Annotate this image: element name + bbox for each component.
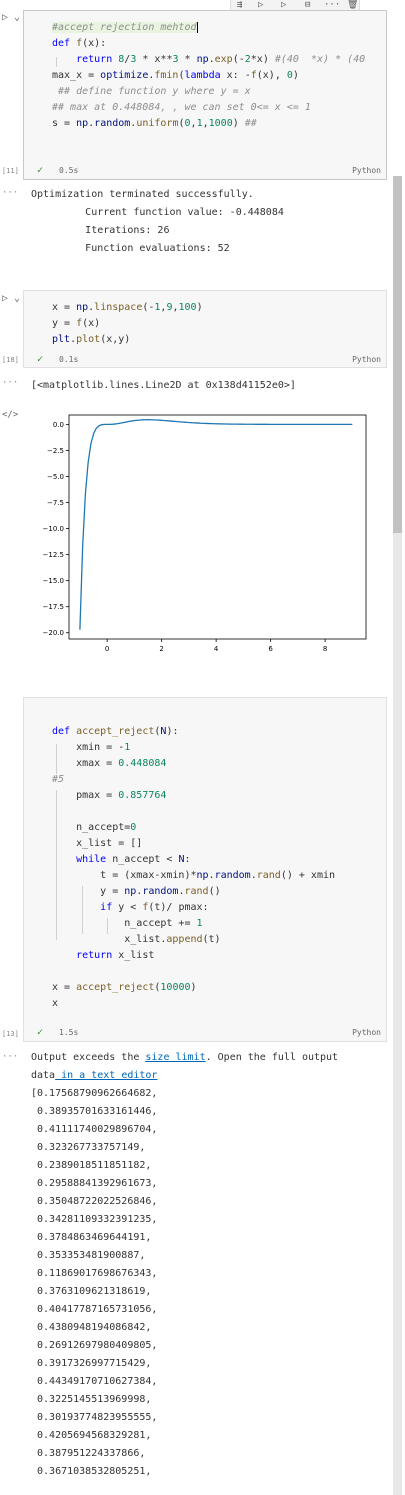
y-tick-label: −12.5	[43, 551, 64, 559]
series-line	[79, 419, 353, 630]
output-value-line: 0.41111740029896704,	[31, 1124, 158, 1135]
split-cell-icon[interactable]: ⊟	[305, 0, 311, 10]
output-line: Function evaluations: 52	[31, 243, 230, 254]
output-value-line: 0.353353481900887,	[31, 1250, 146, 1261]
scrollbar-track[interactable]	[393, 176, 402, 1495]
notice-text: Output exceeds the	[31, 1052, 146, 1063]
execution-time: 0.5s	[59, 166, 79, 175]
more-icon[interactable]: ···	[324, 0, 341, 10]
open-in-text-editor-link[interactable]: in a text editor	[55, 1070, 158, 1081]
code-editor-3[interactable]: def accept_reject(N): xmin = -1 xmax = 0…	[52, 726, 336, 1009]
execution-count: [13]	[2, 1030, 19, 1038]
indent-guide	[56, 744, 57, 774]
output-value-line: 0.29588841392961673,	[31, 1178, 158, 1189]
output-value-line: 0.38935701633161446,	[31, 1106, 158, 1117]
output-menu-icon[interactable]: ···	[2, 378, 19, 388]
success-check-icon: ✓	[37, 165, 44, 176]
success-check-icon: ✓	[37, 354, 44, 365]
x-tick-label: 2	[159, 645, 163, 653]
output-menu-icon[interactable]: ···	[2, 1052, 19, 1062]
run-cell-button[interactable]: ▷ ⌄	[2, 293, 21, 304]
x-tick-label: 0	[105, 645, 109, 653]
output-value-line: 0.3917326997715429,	[31, 1358, 152, 1369]
x-tick-label: 4	[214, 645, 219, 653]
output-value-line: 0.2389018511851182,	[31, 1160, 152, 1171]
code-output-icon[interactable]: </>	[2, 410, 19, 420]
output-value-line: 0.34281109332391235,	[31, 1214, 158, 1225]
scrollbar-thumb[interactable]	[393, 176, 402, 533]
delete-icon[interactable]: 🗑	[347, 0, 359, 10]
run-above-icon[interactable]: ▷	[258, 0, 264, 10]
x-tick-label: 6	[268, 645, 273, 653]
indent-guide	[56, 790, 57, 940]
y-tick-label: −10.0	[43, 525, 64, 533]
code-editor-2[interactable]: x = np.linspace(-1,9,100) y = f(x) plt.p…	[52, 302, 203, 345]
indent-guide	[56, 57, 57, 67]
output-value-line: 0.3225145513969998,	[31, 1394, 152, 1405]
output-value-line: 0.3671038532805251,	[31, 1466, 152, 1477]
cell-status-bar: ✓ 1.5s Python	[23, 1025, 387, 1041]
y-tick-label: 0.0	[53, 421, 64, 429]
y-tick-label: −17.5	[43, 603, 64, 611]
cell-language[interactable]: Python	[352, 355, 381, 364]
output-value-line: [0.17568790962664682,	[31, 1088, 158, 1099]
y-tick-label: −20.0	[43, 629, 64, 637]
output-value-line: 0.11869017698676343,	[31, 1268, 158, 1279]
notice-text: . Open the full output	[205, 1052, 339, 1063]
indent-guide	[82, 886, 83, 934]
cell-status-bar: ✓ 0.5s Python	[23, 163, 387, 179]
output-value-line: 0.4205694568329281,	[31, 1430, 152, 1441]
x-tick-label: 8	[323, 645, 327, 653]
cell-status-bar: ✓ 0.1s Python	[23, 352, 387, 368]
run-cell-button[interactable]: ▷ ⌄	[2, 12, 21, 23]
output-value-line: 0.3763109621318619,	[31, 1286, 152, 1297]
plot-axes-frame	[68, 414, 367, 640]
notice-text: data	[31, 1070, 56, 1081]
size-limit-link[interactable]: size limit	[145, 1052, 206, 1063]
execution-time: 0.1s	[59, 355, 79, 364]
line-plot: 0 2 4 6 8 0.0 −2.5 −5.0 −7.5 −10.0 −12.5 −15.0 −17.…	[31, 408, 372, 657]
code-editor-1[interactable]: #accept rejection mehtod def f(x): retur…	[52, 22, 366, 129]
size-limit-notice: Output exceeds the size limit. Open the …	[31, 1049, 338, 1085]
output-value-line: 0.30193774823955555,	[31, 1412, 158, 1423]
code-cell-3[interactable]	[23, 697, 387, 1042]
code-cell-2[interactable]	[23, 290, 387, 368]
cell-output-1: Optimization terminated successfully. Cu…	[31, 186, 284, 258]
y-tick-label: −5.0	[47, 473, 64, 481]
output-line: Optimization terminated successfully.	[31, 189, 254, 200]
indent-guide	[107, 918, 108, 934]
y-tick-label: −15.0	[43, 577, 64, 585]
y-tick-label: −2.5	[47, 447, 64, 455]
output-value-line: 0.44349170710627384,	[31, 1376, 158, 1387]
cell-language[interactable]: Python	[352, 166, 381, 175]
output-menu-icon[interactable]: ···	[2, 188, 19, 198]
output-line: Iterations: 26	[31, 225, 170, 236]
execution-count: [11]	[2, 167, 19, 175]
output-values-list: [0.17568790962664682, 0.3893570163316144…	[31, 1085, 157, 1481]
cell-output-2: [<matplotlib.lines.Line2D at 0x138d41152…	[31, 380, 296, 391]
run-below-icon[interactable]: ▷	[281, 0, 287, 10]
output-value-line: 0.387951224337866,	[31, 1448, 146, 1459]
execution-time: 1.5s	[59, 1028, 79, 1037]
execution-count: [18]	[2, 356, 19, 364]
code-cell-1[interactable]	[23, 10, 387, 180]
output-line: Current function value: -0.448084	[31, 207, 284, 218]
output-value-line: 0.40417787165731056,	[31, 1304, 158, 1315]
run-by-line-icon[interactable]: ⇶	[237, 0, 243, 10]
output-value-line: 0.3784863469644191,	[31, 1232, 152, 1243]
output-value-line: 0.35048722022526846,	[31, 1196, 158, 1207]
success-check-icon: ✓	[37, 1027, 44, 1038]
plot-background	[31, 408, 372, 657]
y-tick-label: −7.5	[47, 499, 64, 507]
cell-language[interactable]: Python	[352, 1028, 381, 1037]
output-value-line: 0.323267733757149,	[31, 1142, 146, 1153]
output-value-line: 0.26912697980409805,	[31, 1340, 158, 1351]
output-value-line: 0.4380948194086842,	[31, 1322, 152, 1333]
